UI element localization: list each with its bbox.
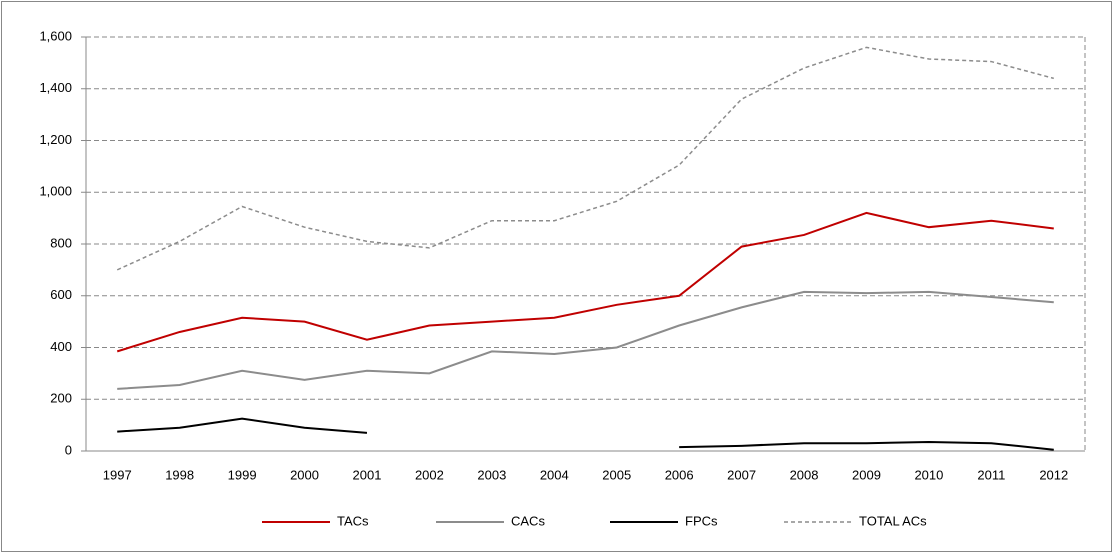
y-tick-label: 800 (50, 235, 72, 250)
x-tick-label: 2001 (353, 467, 382, 482)
series-line (117, 290, 1054, 390)
x-tick-label: 1999 (228, 467, 257, 482)
x-tick-label: 2000 (290, 467, 319, 482)
y-tick-label: 600 (50, 287, 72, 302)
y-tick-label: 1,600 (39, 28, 72, 43)
x-tick-label: 2002 (415, 467, 444, 482)
legend-label: TACs (337, 513, 369, 528)
y-tick-label: 400 (50, 339, 72, 354)
x-tick-label: 2011 (977, 467, 1005, 482)
x-tick-label: 2004 (540, 467, 569, 482)
legend-label: TOTAL ACs (859, 513, 927, 528)
series-line (117, 417, 1054, 451)
legend-label: FPCs (685, 513, 718, 528)
x-tick-label: 1998 (165, 467, 194, 482)
x-tick-label: 2003 (477, 467, 506, 482)
y-tick-label: 200 (50, 391, 72, 406)
x-tick-label: 2010 (914, 467, 943, 482)
series-line (116, 211, 1054, 353)
x-tick-label: 2009 (852, 467, 881, 482)
x-tick-label: 2008 (790, 467, 819, 482)
y-tick-label: 0 (65, 442, 72, 457)
y-tick-label: 1,200 (39, 132, 72, 147)
x-tick-label: 2012 (1039, 467, 1068, 482)
y-tick-label: 1,000 (39, 184, 72, 199)
y-tick-label: 1,400 (39, 80, 72, 95)
x-tick-label: 1997 (103, 467, 132, 482)
x-tick-label: 2005 (602, 467, 631, 482)
x-tick-label: 2006 (665, 467, 694, 482)
legend-label: CACs (511, 513, 545, 528)
x-tick-label: 2007 (727, 467, 756, 482)
